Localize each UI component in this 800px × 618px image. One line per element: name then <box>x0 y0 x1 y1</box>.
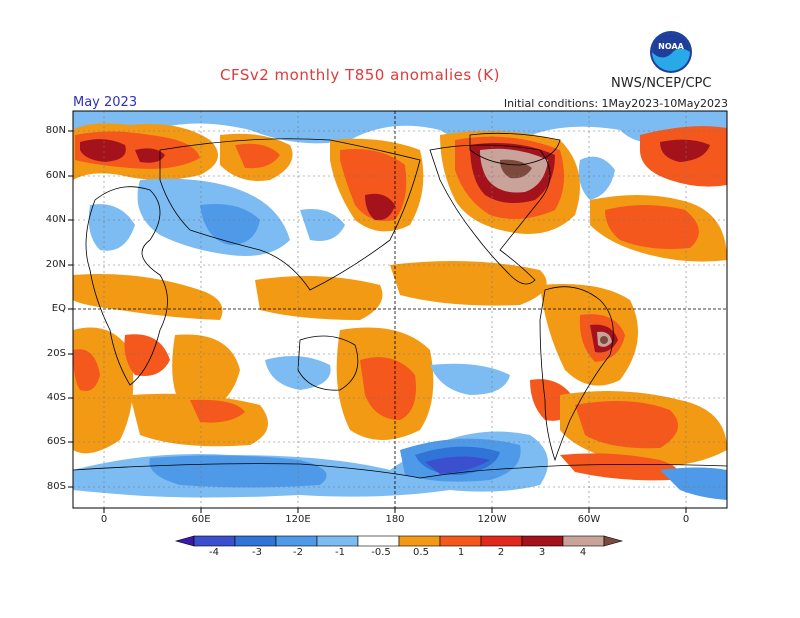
anomaly-region <box>135 148 165 163</box>
initial-conditions-label: Initial conditions: 1May2023-10May2023 <box>503 97 728 110</box>
anomaly-region <box>605 205 699 249</box>
anomaly-region <box>190 399 245 423</box>
anomaly-region <box>425 456 490 474</box>
colorbar-label: -4 <box>209 547 219 558</box>
lat-label: EQ <box>51 303 66 314</box>
colorbar-swatch <box>275 535 318 547</box>
coastline <box>429 144 551 285</box>
noaa-logo: NOAA <box>649 30 693 74</box>
lat-label: 40N <box>45 214 66 225</box>
colorbar-swatch <box>193 535 236 547</box>
anomaly-region <box>430 363 510 395</box>
anomaly-region <box>73 349 100 391</box>
anomaly-region <box>365 193 395 221</box>
anomaly-region <box>660 139 710 162</box>
colorbar-swatch <box>562 535 605 547</box>
lat-label: 60S <box>46 436 66 447</box>
lon-label: 120W <box>477 514 507 525</box>
colorbar-label: 0.5 <box>413 547 429 558</box>
coastline <box>159 138 421 291</box>
coastline <box>85 186 168 386</box>
anomaly-region <box>200 204 260 245</box>
anomaly-region <box>660 467 727 500</box>
lat-label: 20N <box>45 259 66 270</box>
month-label: May 2023 <box>73 95 138 110</box>
anomaly-region <box>149 455 327 488</box>
coastline <box>297 335 359 391</box>
colorbar-arrow-max <box>603 535 624 547</box>
colorbar-arrow-min <box>174 535 195 547</box>
coastline <box>539 286 614 462</box>
anomaly-region <box>235 143 280 169</box>
lat-label: 60N <box>45 170 66 181</box>
colorbar-label: 3 <box>538 547 546 558</box>
coastline <box>469 132 561 166</box>
lat-label: 40S <box>46 392 66 403</box>
organization-label: NWS/NCEP/CPC <box>611 76 712 91</box>
anomaly-region <box>265 356 331 390</box>
anomaly-region <box>88 204 135 251</box>
map-title: CFSv2 monthly T850 anomalies (K) <box>220 66 500 84</box>
colorbar-label: 1 <box>457 547 465 558</box>
colorbar-swatch <box>480 535 523 547</box>
svg-text:NOAA: NOAA <box>658 42 684 51</box>
anomaly-region <box>360 357 416 420</box>
anomaly-region <box>73 111 727 144</box>
anomaly-region <box>560 453 678 481</box>
colorbar-swatch <box>521 535 564 547</box>
colorbar-label: 2 <box>497 547 505 558</box>
anomaly-region <box>73 274 223 320</box>
colorbar-swatch <box>439 535 482 547</box>
lon-label: 60E <box>191 514 211 525</box>
coastline <box>73 463 727 479</box>
colorbar-swatch <box>234 535 277 547</box>
anomaly-region <box>124 334 170 376</box>
lat-label: 20S <box>46 348 66 359</box>
lon-label: 60W <box>577 514 601 525</box>
colorbar-label: -0.5 <box>371 547 391 558</box>
anomaly-region <box>575 401 678 449</box>
lat-label: 80N <box>45 125 66 136</box>
colorbar-label: -1 <box>335 547 345 558</box>
anomaly-region <box>600 336 608 344</box>
anomaly-region <box>578 156 615 200</box>
colorbar-label: -3 <box>252 547 262 558</box>
lon-label: 120E <box>285 514 311 525</box>
colorbar-label: -2 <box>293 547 303 558</box>
colorbar-label: 4 <box>579 547 587 558</box>
colorbar-swatch <box>316 535 359 547</box>
colorbar-swatch <box>398 535 441 547</box>
lon-label: 0 <box>682 514 690 525</box>
lon-label: 180 <box>385 514 405 525</box>
lat-label: 80S <box>46 481 66 492</box>
lon-label: 0 <box>100 514 108 525</box>
anomaly-region <box>300 209 345 241</box>
colorbar-swatch <box>357 535 400 547</box>
anomaly-region <box>80 139 126 162</box>
colorbar <box>174 535 624 547</box>
